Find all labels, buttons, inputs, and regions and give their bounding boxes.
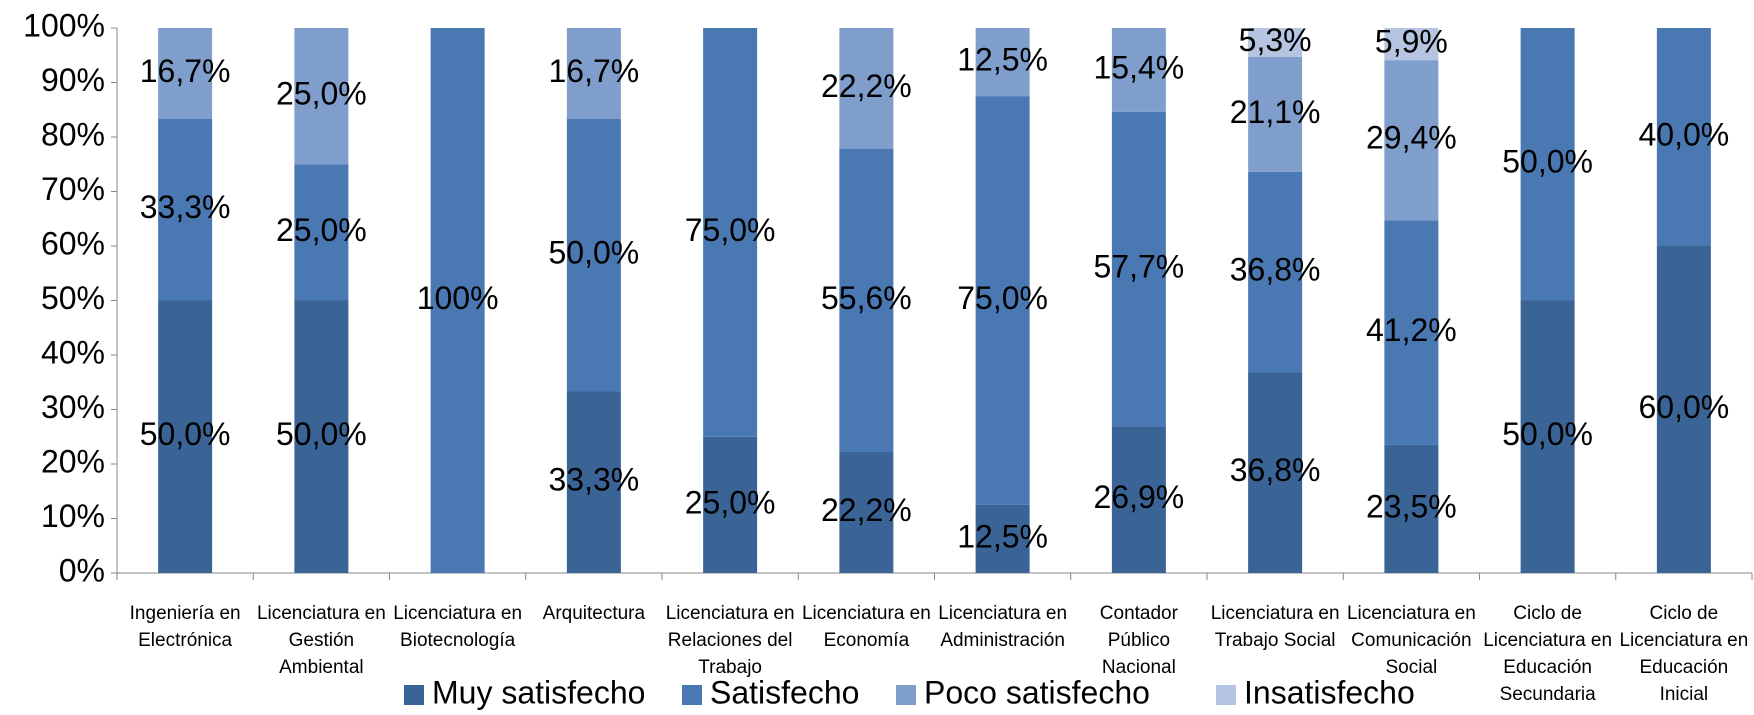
y-tick-label: 10% [41,498,105,534]
bar-segment [839,148,894,453]
bar-segment [566,391,621,573]
x-tick-label: Ingeniería en Electrónica [129,603,241,651]
y-tick-label: 0% [59,552,105,588]
y-tick-label: 80% [41,116,105,152]
legend-swatch [896,685,916,705]
value-label: 21,1% [1230,94,1321,130]
x-tick-label: Ciclo de Licenciatura en Educación Inici… [1619,603,1749,705]
bar-segment [294,300,349,573]
bar-segment [703,28,758,437]
x-tick-label: Arquitectura [542,603,646,624]
bar-segment [158,28,213,120]
bar-segment [566,28,621,120]
value-label: 57,7% [1094,249,1185,285]
bar-segment [1248,28,1303,57]
bar-segment [703,436,758,573]
bar-segment [1384,60,1439,221]
bar-segment [1384,444,1439,573]
y-tick-label: 50% [41,280,105,316]
value-label: 36,8% [1230,452,1321,488]
value-label: 55,6% [821,280,912,316]
x-tick-label: Licenciatura en Comunicación Social [1346,603,1476,678]
value-label: 100% [417,280,499,316]
value-label: 50,0% [276,416,367,452]
y-tick-label: 40% [41,334,105,370]
x-tick-label: Contador Público Nacional [1099,603,1178,678]
legend-label: Satisfecho [710,674,859,710]
value-label: 75,0% [685,212,776,248]
y-tick-label: 20% [41,443,105,479]
value-label: 36,8% [1230,252,1321,288]
y-tick-label: 100% [23,7,105,43]
value-label: 40,0% [1639,116,1730,152]
bar-segment [1384,28,1439,61]
y-tick-label: 30% [41,389,105,425]
bar-segment [1111,111,1166,427]
value-label: 16,7% [549,53,640,89]
x-tick-label: Ciclo de Licenciatura en Educación Secun… [1483,603,1613,705]
value-label: 50,0% [140,416,231,452]
bar-segment [975,96,1030,505]
value-label: 29,4% [1366,120,1457,156]
legend-label: Poco satisfecho [924,674,1150,710]
bar-segment [1656,246,1711,573]
bar-segment [158,119,213,301]
bar-segment [1111,28,1166,112]
value-label: 75,0% [957,280,1048,316]
x-tick-label: Licenciatura en Relaciones del Trabajo [665,603,795,678]
value-label: 25,0% [276,212,367,248]
x-tick-label: Licenciatura en Administración [938,603,1068,651]
legend-label: Muy satisfecho [432,674,645,710]
value-label: 33,3% [140,189,231,225]
bar-segment [839,28,894,149]
legend-swatch [1216,685,1236,705]
value-label: 26,9% [1094,479,1185,515]
value-label: 41,2% [1366,312,1457,348]
bar-segment [1248,372,1303,573]
bar-segment [294,164,349,301]
bar-segment [839,452,894,573]
value-label: 33,3% [549,462,640,498]
x-tick-label: Licenciatura en Trabajo Social [1210,603,1340,651]
y-tick-label: 70% [41,171,105,207]
bar-segment [975,504,1030,573]
bar-segment [1384,220,1439,445]
x-tick-label: Licenciatura en Economía [801,603,931,651]
value-label: 22,2% [821,492,912,528]
value-label: 16,7% [140,53,231,89]
bar-segment [1656,28,1711,246]
bar-segment [1248,56,1303,172]
value-label: 25,0% [276,76,367,112]
bar-segment [430,28,485,573]
y-tick-label: 90% [41,62,105,98]
bar-segment [566,119,621,392]
value-label: 50,0% [1502,416,1593,452]
value-label: 50,0% [549,235,640,271]
value-label: 15,4% [1094,49,1185,85]
bar-segment [158,300,213,573]
value-label: 12,5% [957,42,1048,78]
bar-segment [1520,300,1575,573]
value-label: 12,5% [957,518,1048,554]
bar-segment [1520,28,1575,301]
value-label: 5,3% [1239,22,1312,58]
value-label: 22,2% [821,68,912,104]
legend-label: Insatisfecho [1244,674,1415,710]
value-label: 50,0% [1502,144,1593,180]
bar-segment [294,28,349,165]
value-label: 23,5% [1366,488,1457,524]
y-tick-label: 60% [41,225,105,261]
bar-segment [1248,171,1303,373]
legend-swatch [682,685,702,705]
bar-segment [975,28,1030,97]
x-tick-label: Licenciatura en Gestión Ambiental [256,603,386,678]
value-label: 60,0% [1639,389,1730,425]
x-tick-label: Licenciatura en Biotecnología [393,603,523,651]
value-label: 5,9% [1375,24,1448,60]
legend-swatch [404,685,424,705]
bar-segment [1111,426,1166,573]
value-label: 25,0% [685,484,776,520]
